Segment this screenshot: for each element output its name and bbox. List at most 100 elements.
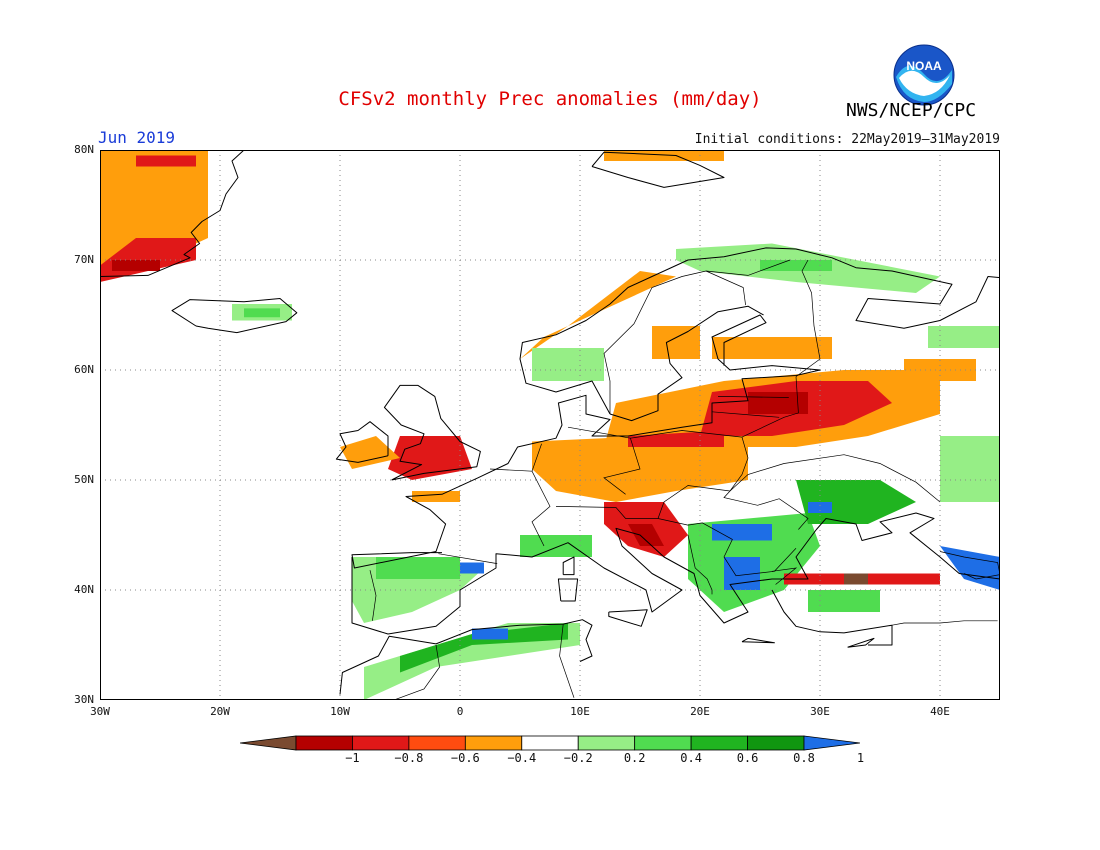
colorbar-label: −1 — [345, 751, 360, 765]
coastline-ireland — [335, 421, 389, 463]
colorbar-box — [634, 735, 692, 751]
coastline-scandinavia — [519, 247, 1001, 415]
coastline-crete — [741, 637, 775, 644]
coastline-sweden-east — [609, 305, 764, 422]
anomaly-region-north-africa — [364, 623, 580, 700]
coastline-iceland — [171, 298, 298, 334]
colorbar-box — [352, 735, 410, 751]
country-border — [531, 443, 542, 472]
border-layer — [357, 259, 1001, 714]
colorbar-label: 0.6 — [736, 751, 759, 765]
lat-label: 70N — [74, 253, 94, 266]
colorbar-box — [295, 735, 353, 751]
country-border — [939, 551, 1001, 580]
anomaly-region-britain-orange — [340, 436, 400, 469]
lat-label: 30N — [74, 693, 94, 706]
colorbar-label: 1 — [856, 751, 865, 765]
coastline-svalbard — [591, 151, 725, 188]
anomaly-region-iberia-blue — [460, 562, 484, 574]
colorbar-box — [408, 735, 466, 751]
country-border — [705, 270, 746, 306]
lat-label: 40N — [74, 583, 94, 596]
colorbar-label: −0.6 — [450, 751, 480, 765]
lon-label: 40E — [930, 705, 950, 718]
anomaly-region-greenland-north — [136, 155, 196, 167]
country-border — [705, 259, 791, 276]
forecast-month: Jun 2019 — [98, 128, 176, 147]
anomaly-region-baltic-dark — [748, 392, 808, 414]
country-border — [687, 534, 713, 595]
coastline-cyprus — [847, 637, 875, 648]
chart-title: CFSv2 monthly Prec anomalies (mm/day) — [338, 88, 762, 110]
lon-label: 0 — [456, 705, 464, 718]
colorbar-label: −0.4 — [507, 751, 537, 765]
coastline-corsica — [562, 556, 575, 576]
anomaly-region-italy-west-green — [520, 535, 592, 557]
country-border — [630, 430, 749, 492]
colorbar-label: −0.8 — [394, 751, 424, 765]
anomaly-region-russia-northeast-green — [928, 326, 1000, 348]
country-border — [603, 270, 707, 414]
lon-label: 30E — [810, 705, 830, 718]
lon-label: 20W — [210, 705, 230, 718]
colorbar-box — [464, 735, 523, 751]
colorbar — [239, 734, 861, 756]
anomaly-region-balkans-blue — [712, 524, 772, 541]
colorbar-label: 0.8 — [793, 751, 815, 765]
lon-label: 30W — [90, 705, 110, 718]
country-border — [723, 490, 809, 530]
anomaly-region-svalbard — [604, 150, 724, 161]
coastline-sardinia — [557, 578, 579, 602]
country-border — [771, 567, 798, 585]
anomaly-region-russia-east-green — [940, 436, 1000, 502]
colorbar-label: −0.2 — [563, 751, 593, 765]
lat-label: 80N — [74, 143, 94, 156]
anomaly-region-norway-coast — [520, 271, 676, 359]
anomaly-region-turkey-green — [808, 590, 880, 612]
lat-label: 60N — [74, 363, 94, 376]
lon-label: 10E — [570, 705, 590, 718]
anomaly-region-finland-south — [712, 337, 832, 359]
noaa-logo: NOAA — [893, 44, 955, 106]
country-border — [657, 518, 797, 577]
lon-label: 20E — [690, 705, 710, 718]
anomaly-region-norway-south — [532, 348, 604, 381]
colorbar-min-arrow — [239, 735, 297, 751]
country-border — [489, 468, 551, 547]
colorbar-box — [747, 735, 805, 751]
country-border — [795, 259, 821, 377]
anomaly-region-turkey-brown — [844, 573, 868, 585]
map-canvas — [99, 149, 1001, 714]
coastline-great-britain — [383, 384, 481, 481]
country-border — [438, 553, 498, 564]
initial-conditions: Initial conditions: 22May2019–31May2019 — [694, 132, 1000, 147]
anomaly-region-iceland-core — [244, 308, 280, 318]
lon-label: 10W — [330, 705, 350, 718]
anomaly-region-greenland-tip — [112, 260, 160, 271]
country-border — [891, 620, 998, 626]
country-border — [567, 426, 641, 495]
country-border — [729, 454, 941, 503]
country-border — [559, 624, 575, 698]
coastline-sicily — [608, 609, 648, 627]
country-border — [741, 376, 799, 438]
anomaly-region-iberia-green — [376, 557, 460, 579]
logo-text: NOAA — [906, 59, 942, 73]
colorbar-box — [577, 735, 636, 751]
country-border — [369, 570, 377, 621]
coastline-north-africa — [339, 619, 593, 695]
anomaly-region-ukraine-blue — [808, 502, 832, 513]
colorbar-box — [521, 735, 579, 751]
anomaly-region-north-africa-green — [400, 623, 568, 673]
colorbar-label: 0.2 — [623, 751, 646, 765]
colorbar-label: 0.4 — [680, 751, 702, 765]
anomaly-region-north-africa-blue — [472, 628, 508, 640]
anomaly-region-scandinavia-north-2 — [760, 260, 832, 271]
coastline-greenland — [99, 149, 245, 277]
anomaly-region-adriatic-dark — [628, 524, 664, 546]
map-panel — [99, 149, 1001, 714]
country-border — [717, 396, 789, 398]
agency-label: NWS/NCEP/CPC — [846, 100, 977, 121]
anomaly-region-france-north — [412, 491, 460, 502]
lat-label: 50N — [74, 473, 94, 486]
